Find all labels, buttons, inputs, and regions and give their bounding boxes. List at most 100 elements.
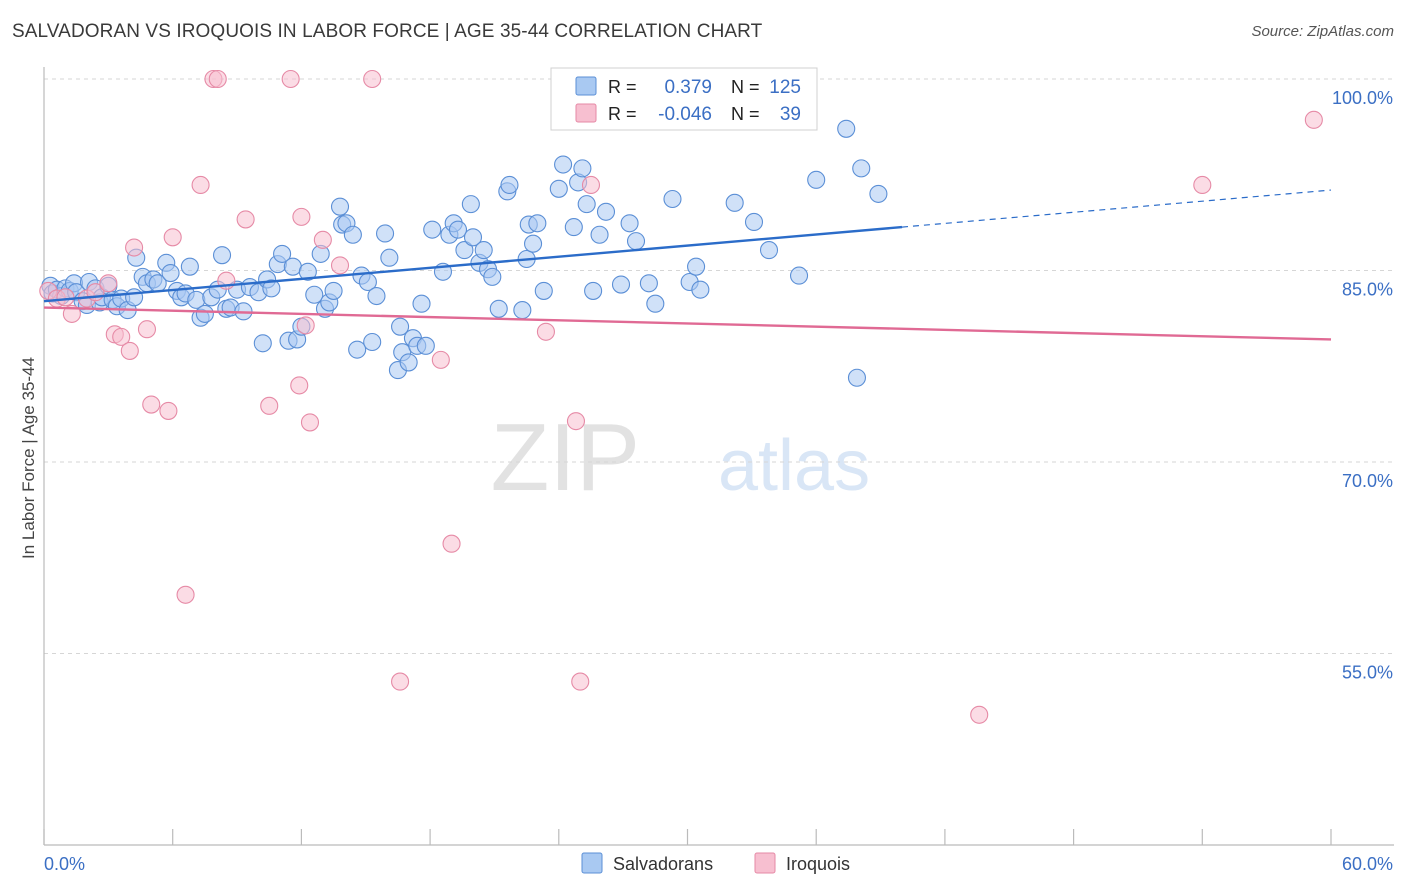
salvadoran-point (399, 353, 418, 372)
iroquois-point (281, 69, 300, 89)
salvadoran-point (744, 212, 764, 232)
salvadoran-point (489, 299, 508, 318)
salvadoran-point (626, 232, 646, 251)
salvadoran-point (687, 257, 706, 276)
iroquois-point (142, 395, 161, 414)
salvadoran-point (590, 225, 609, 244)
salvadoran-point (759, 241, 779, 260)
salvadoran-point (324, 281, 343, 300)
salvadoran-point (596, 202, 616, 221)
x-ticks (43, 829, 1332, 845)
iroquois-point (566, 412, 586, 431)
watermark: ZIP atlas (491, 404, 870, 511)
x-tick-label-min: 0.0% (44, 854, 85, 874)
salvadoran-point (577, 195, 596, 214)
y-tick-label: 70.0% (1342, 471, 1393, 491)
salvadoran-point (262, 279, 281, 298)
salvadoran-point (524, 234, 543, 253)
salvadoran-point (463, 228, 483, 247)
salvadoran-point (343, 225, 362, 244)
watermark-zip: ZIP (491, 404, 640, 511)
salvadoran-point (330, 197, 350, 216)
iroquois-point (536, 322, 555, 341)
y-axis-title: In Labor Force | Age 35-44 (19, 357, 38, 559)
salvadoran-point (847, 368, 867, 387)
iroquois-point (313, 230, 332, 249)
iroquois-point (236, 210, 255, 229)
stats-n-value-2: 39 (780, 104, 801, 125)
salvadoran-point (554, 155, 573, 174)
salvadoran-point (663, 189, 682, 209)
salvadoran-point (474, 241, 493, 260)
salvadoran-point (298, 262, 317, 281)
salvadoran-point (253, 334, 272, 353)
salvadoran-point (807, 170, 826, 189)
salvadoran-point (725, 193, 744, 212)
iroquois-point (260, 396, 279, 415)
salvadoran-point (212, 246, 232, 265)
iroquois-point (330, 256, 350, 275)
salvadoran-point (380, 248, 399, 267)
iroquois-point (120, 341, 139, 360)
stats-swatch-iroquois (575, 103, 597, 123)
iroquois-point (581, 175, 601, 195)
salvadoran-point (584, 281, 603, 300)
stats-legend: R = 0.379 N = 125 R = -0.046 N = 39 (550, 67, 818, 131)
series-legend: Salvadorans Iroquois (581, 852, 850, 874)
salvadoran-point (461, 195, 480, 214)
stats-n-label-1: N = (731, 77, 760, 97)
salvadoran-point (869, 184, 888, 203)
legend-label-iroquois: Iroquois (786, 854, 850, 874)
iroquois-point (571, 672, 590, 691)
salvadoran-point (513, 301, 532, 320)
x-tick-label-max: 60.0% (1342, 854, 1393, 874)
watermark-atlas: atlas (718, 426, 870, 506)
salvadoran-point (852, 159, 871, 178)
gridlines (44, 78, 1394, 654)
salvadoran-point (180, 257, 199, 276)
salvadoran-point (273, 244, 292, 263)
stats-swatch-salvadorans (575, 76, 597, 96)
salvadoran-point (363, 332, 382, 352)
iroquois-point (363, 69, 382, 89)
legend-label-salvadorans: Salvadorans (613, 854, 713, 874)
iroquois-point (125, 238, 144, 257)
salvadoran-point (455, 241, 474, 260)
salvadoran-point (646, 294, 665, 313)
legend-swatch-iroquois (754, 852, 776, 874)
axes (43, 67, 1394, 846)
iroquois-point (176, 585, 195, 604)
y-tick-label: 55.0% (1342, 663, 1393, 683)
trend-line-salvadorans (43, 225, 903, 303)
chart-source: Source: ZipAtlas.com (1251, 23, 1394, 40)
iroquois-point (191, 175, 210, 195)
salvadoran-point (125, 288, 144, 307)
chart-title: SALVADORAN VS IROQUOIS IN LABOR FORCE | … (12, 21, 763, 42)
stats-n-label-2: N = (731, 104, 760, 124)
salvadoran-point (789, 266, 809, 285)
stats-r-label-1: R = (608, 77, 637, 97)
y-tick-labels: 100.0% 85.0% 70.0% 55.0% (1332, 88, 1393, 683)
salvadoran-point (639, 274, 658, 293)
salvadoran-point (483, 267, 502, 286)
iroquois-point (431, 350, 450, 369)
trend-line-extension (901, 189, 1332, 228)
iroquois-point (300, 413, 320, 432)
salvadoran-point (620, 214, 639, 233)
salvadoran-point (412, 294, 431, 313)
salvadoran-point (448, 220, 468, 239)
stats-r-value-1: 0.379 (664, 77, 712, 98)
iroquois-point (391, 672, 410, 691)
iroquois-point (292, 207, 311, 226)
salvadoran-point (573, 159, 592, 178)
salvadoran-point (391, 317, 410, 336)
iroquois-point (208, 69, 227, 89)
salvadoran-point (528, 214, 547, 233)
iroquois-point (442, 534, 461, 553)
salvadoran-point (691, 280, 710, 299)
salvadoran-point (837, 119, 856, 138)
salvadoran-point (348, 340, 367, 359)
salvadoran-point (283, 257, 302, 276)
salvadoran-point (423, 220, 442, 239)
